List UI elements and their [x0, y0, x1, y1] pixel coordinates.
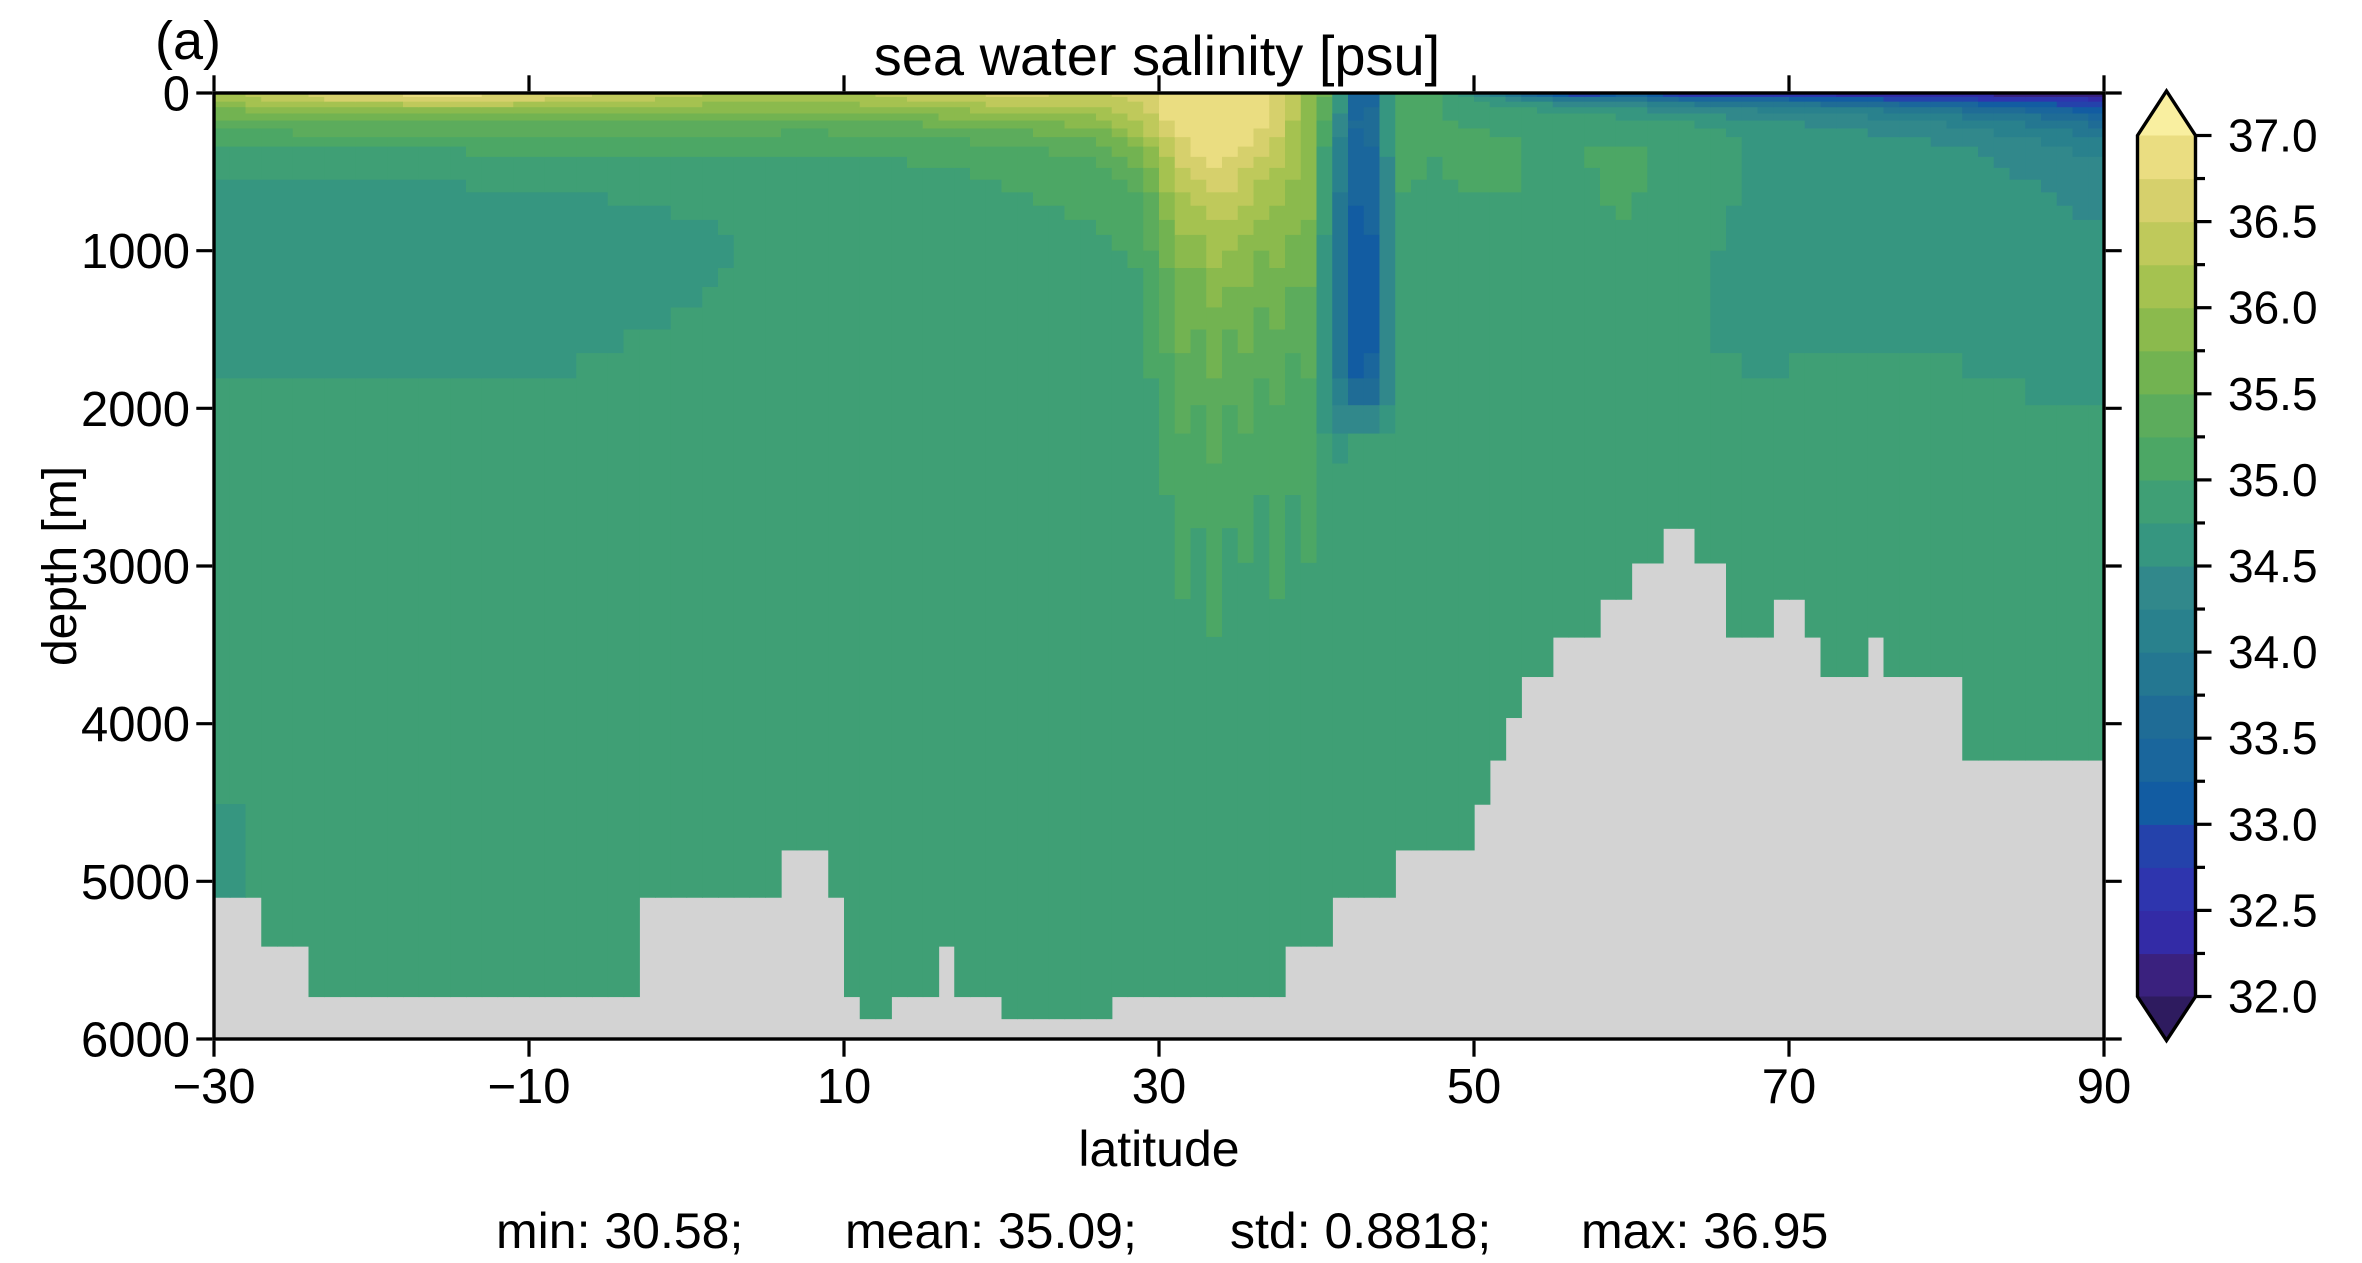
svg-text:34.0: 34.0 [2228, 626, 2318, 678]
svg-text:(a): (a) [155, 11, 221, 71]
svg-text:2000: 2000 [81, 383, 190, 437]
svg-text:30: 30 [1132, 1060, 1187, 1114]
svg-text:32.5: 32.5 [2228, 884, 2318, 936]
svg-text:50: 50 [1447, 1060, 1502, 1114]
svg-text:4000: 4000 [81, 698, 190, 752]
svg-text:0: 0 [163, 68, 190, 122]
svg-text:sea water salinity [psu]: sea water salinity [psu] [874, 24, 1440, 87]
svg-text:−30: −30 [172, 1060, 255, 1114]
svg-text:35.5: 35.5 [2228, 368, 2318, 420]
svg-text:70: 70 [1762, 1060, 1817, 1114]
svg-text:mean: 35.09;: mean: 35.09; [845, 1203, 1137, 1259]
svg-text:37.0: 37.0 [2228, 110, 2318, 162]
svg-text:36.5: 36.5 [2228, 196, 2318, 248]
svg-text:34.5: 34.5 [2228, 540, 2318, 592]
svg-text:90: 90 [2077, 1060, 2132, 1114]
svg-text:5000: 5000 [81, 856, 190, 910]
svg-text:max: 36.95: max: 36.95 [1581, 1203, 1828, 1259]
svg-text:35.0: 35.0 [2228, 454, 2318, 506]
svg-text:6000: 6000 [81, 1014, 190, 1068]
svg-text:min: 30.58;: min: 30.58; [496, 1203, 743, 1259]
svg-text:33.5: 33.5 [2228, 712, 2318, 764]
svg-text:3000: 3000 [81, 541, 190, 595]
svg-text:32.0: 32.0 [2228, 971, 2318, 1023]
svg-text:depth [m]: depth [m] [34, 466, 87, 666]
svg-text:33.0: 33.0 [2228, 798, 2318, 850]
svg-text:std: 0.8818;: std: 0.8818; [1230, 1203, 1491, 1259]
svg-text:latitude: latitude [1078, 1121, 1239, 1177]
svg-text:1000: 1000 [81, 225, 190, 279]
svg-text:10: 10 [817, 1060, 872, 1114]
svg-text:−10: −10 [487, 1060, 570, 1114]
svg-text:36.0: 36.0 [2228, 282, 2318, 334]
